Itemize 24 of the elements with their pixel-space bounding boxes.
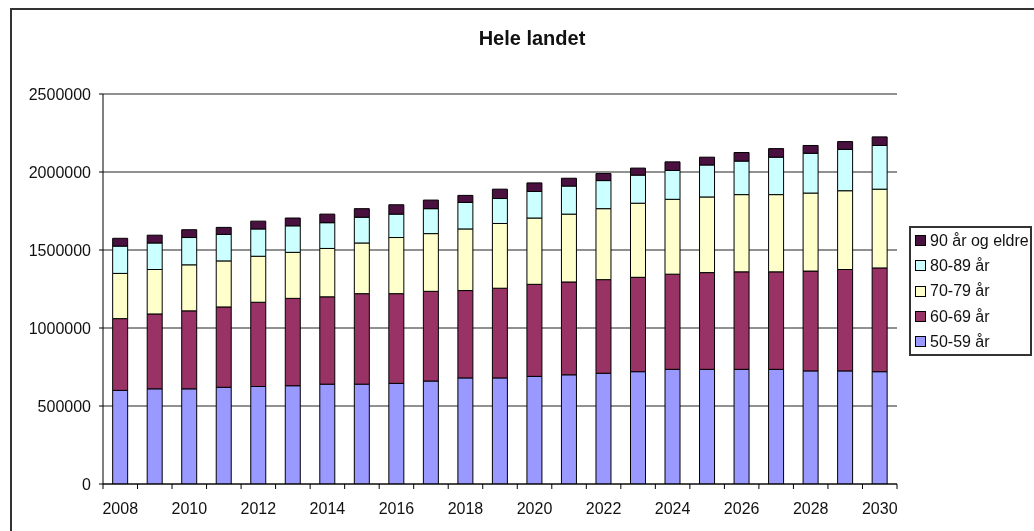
chart-title: Hele landet (477, 26, 587, 50)
y-tick-label: 1500000 (28, 241, 92, 259)
legend-label: 70-79 år (930, 282, 990, 301)
x-tick-label: 2026 (723, 500, 760, 517)
x-tick-label: 2020 (516, 500, 553, 517)
y-tick-label: 2500000 (28, 85, 92, 103)
x-tick-label: 2014 (309, 500, 346, 517)
legend-label: 90 år og eldre (930, 231, 1029, 250)
x-tick-label: 2028 (792, 500, 829, 517)
y-tick-label: 0 (82, 475, 92, 493)
x-tick-label: 2018 (447, 500, 484, 517)
x-tick-label: 2012 (240, 500, 277, 517)
legend-label: 60-69 år (930, 307, 990, 326)
y-tick-label: 2000000 (28, 163, 92, 181)
x-tick-label: 2022 (585, 500, 622, 517)
legend-label: 80-89 år (930, 256, 990, 275)
x-tick-label: 2016 (378, 500, 415, 517)
legend-label: 50-59 år (930, 332, 990, 351)
x-tick-label: 2008 (102, 500, 139, 517)
x-tick-label: 2030 (861, 500, 898, 517)
x-tick-label: 2010 (171, 500, 208, 517)
y-tick-label: 1000000 (28, 319, 92, 337)
y-tick-label: 500000 (37, 397, 92, 415)
x-tick-label: 2024 (654, 500, 691, 517)
